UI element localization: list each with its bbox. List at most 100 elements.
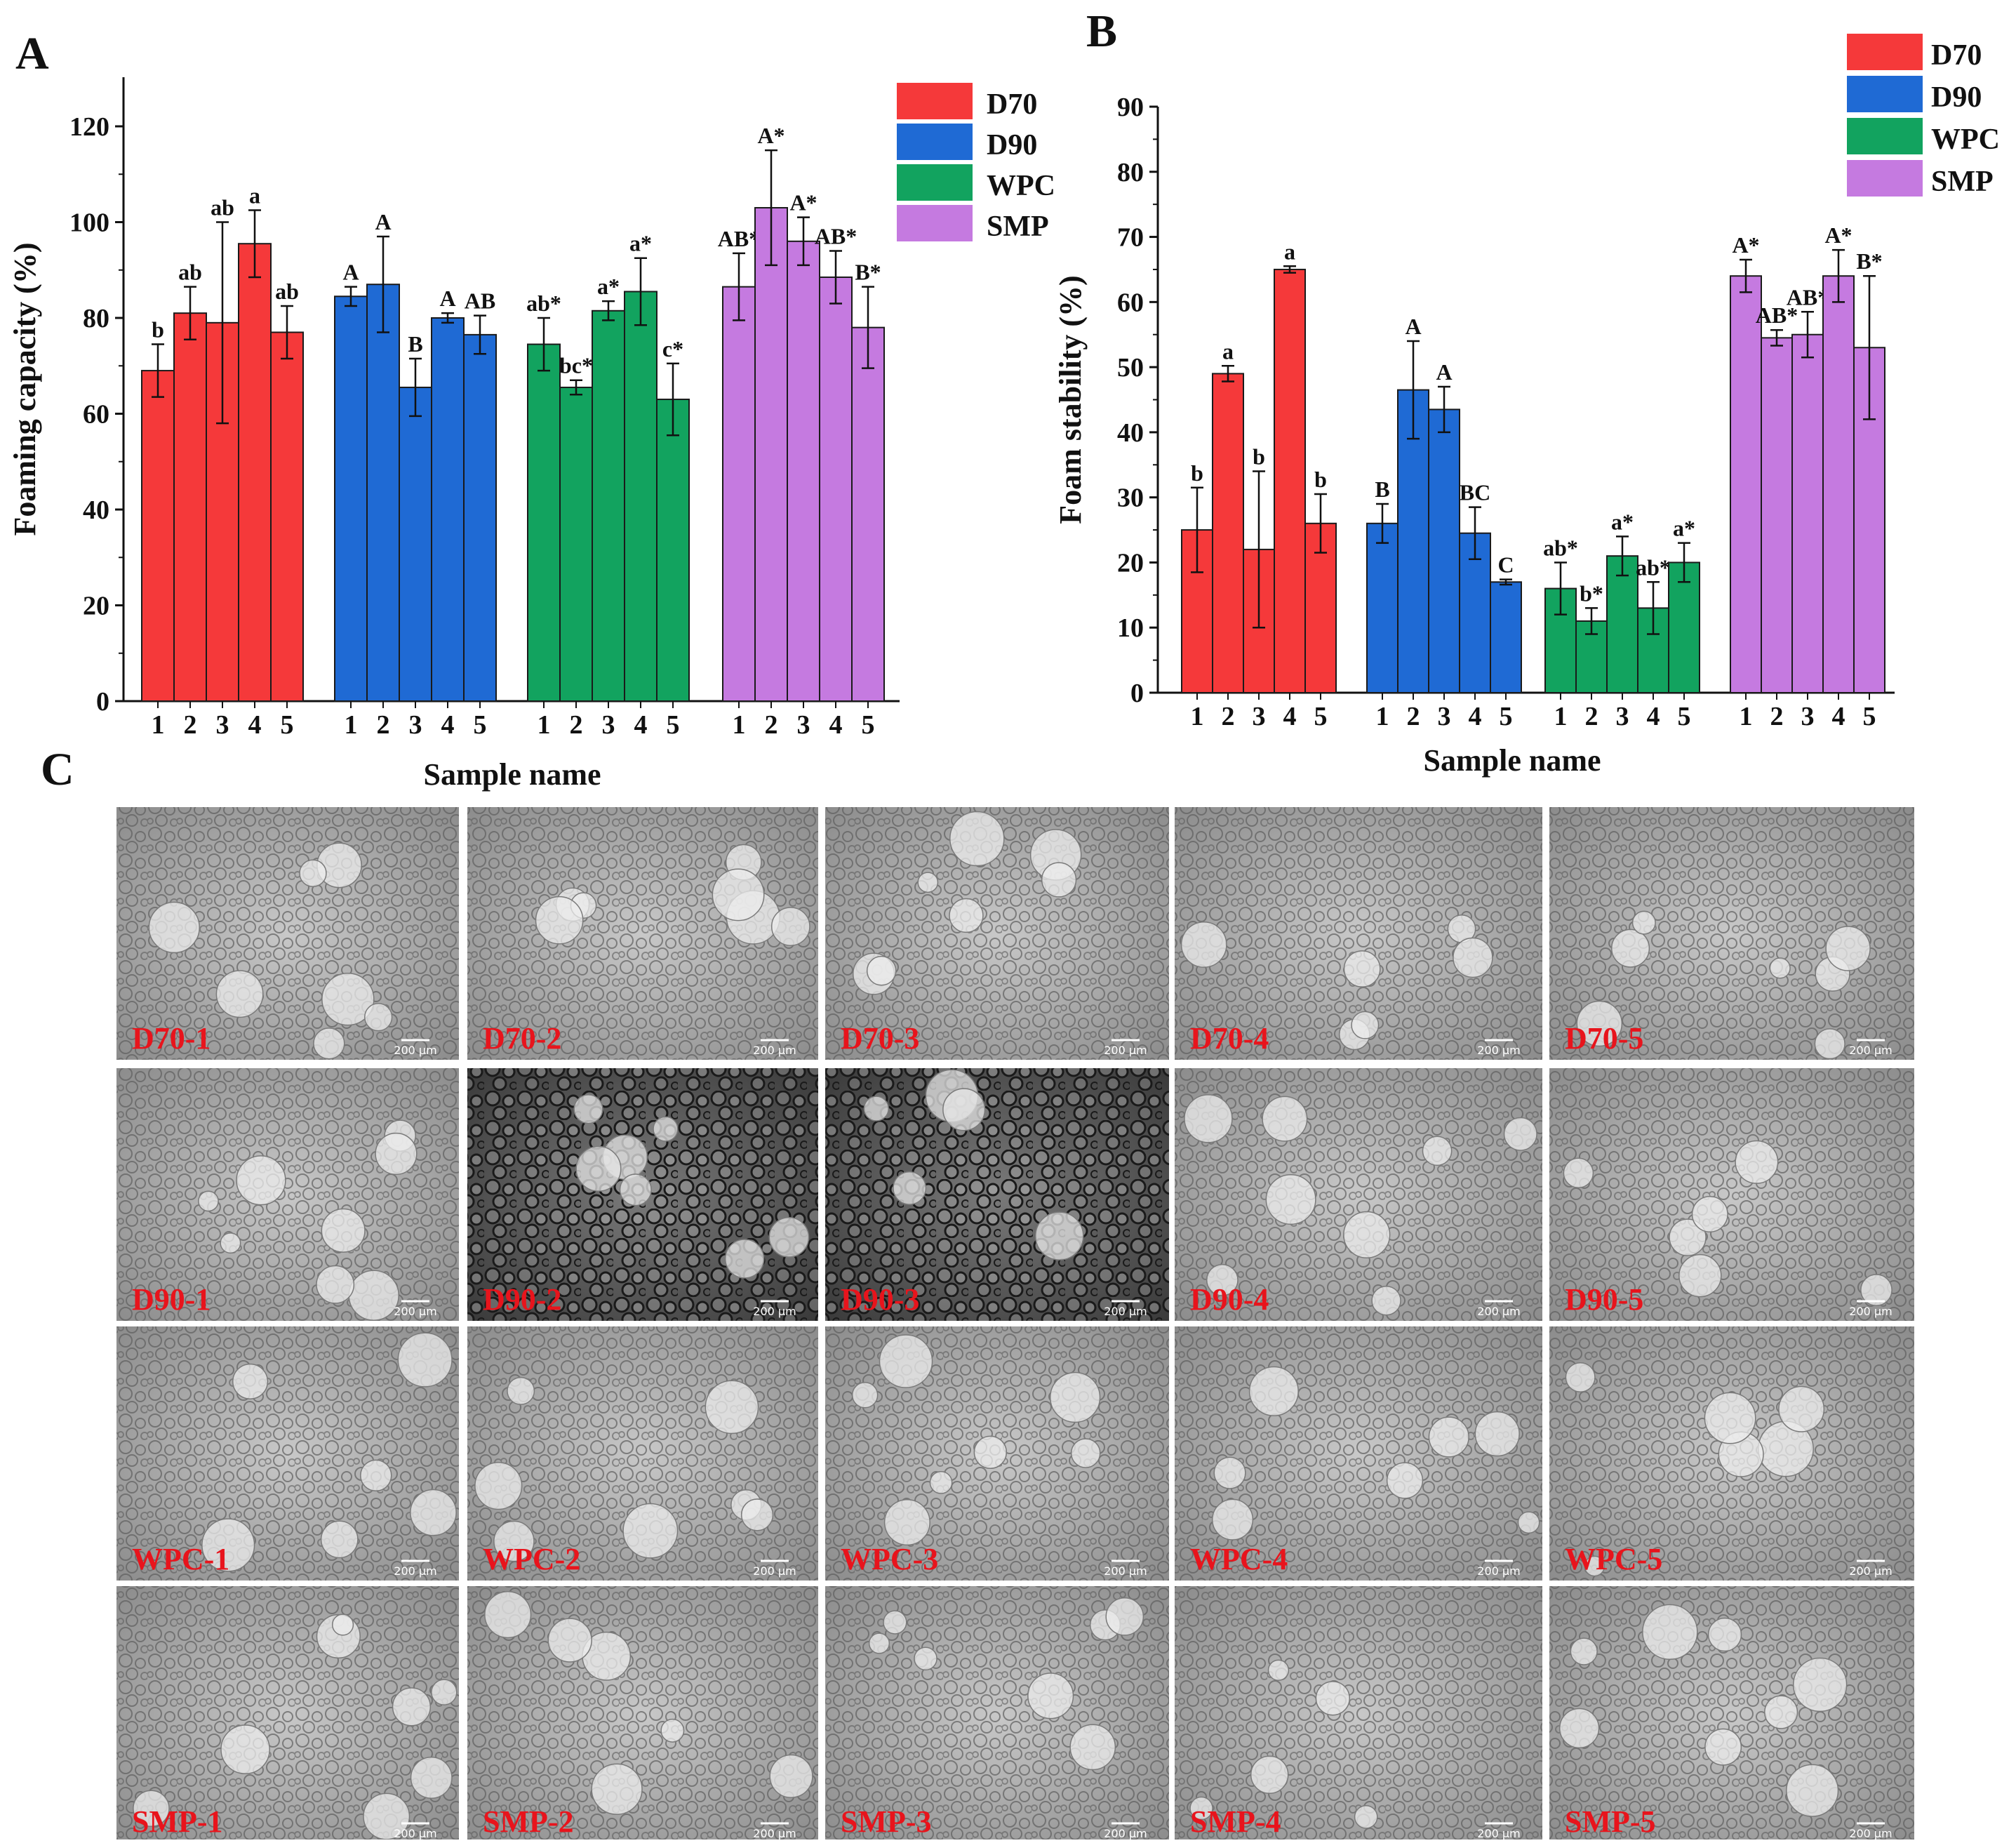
- micrograph-large-bubble: [1764, 1695, 1798, 1729]
- micrograph-large-bubble: [316, 1265, 355, 1304]
- chart-b-x-label: Sample name: [1424, 743, 1601, 778]
- chart-a-sig-label: B*: [855, 260, 881, 285]
- micrograph-large-bubble: [1211, 1498, 1254, 1541]
- micrograph-large-bubble: [1678, 1253, 1722, 1298]
- scale-bar-label: 200 μm: [753, 1305, 796, 1318]
- micrograph-large-bubble: [1669, 1218, 1707, 1256]
- chart-a-bar-d70-4: [238, 243, 272, 702]
- micrograph-bubbles: [1175, 1586, 1542, 1843]
- chart-a-sig-label: a*: [597, 274, 620, 299]
- micrograph-large-bubble: [1704, 1392, 1756, 1444]
- micrograph-large-bubble: [232, 1363, 269, 1399]
- scale-bar-label: 200 μm: [1477, 1305, 1520, 1318]
- micrograph-large-bubble: [866, 955, 897, 986]
- chart-b-bar-smp-1: [1730, 275, 1762, 693]
- micrograph-wpc-5: WPC-5 200 μm: [1549, 1326, 1914, 1581]
- chart-a-sig-label: B: [408, 331, 422, 357]
- micrograph-large-bubble: [851, 1382, 879, 1409]
- micrograph-large-bubble: [493, 1520, 535, 1562]
- micrograph-large-bubble: [1184, 1094, 1233, 1143]
- chart-a-sig-label: A: [375, 209, 391, 234]
- micrograph-large-bubble: [622, 1503, 679, 1559]
- micrograph-large-bubble: [1453, 937, 1493, 978]
- chart-a-xtick-label: 3: [797, 710, 810, 740]
- micrograph-large-bubble: [1070, 1438, 1101, 1468]
- chart-a-sig-label: a: [249, 182, 260, 208]
- micrograph-large-bubble: [1206, 1263, 1239, 1296]
- chart-a-xtick-label: 2: [570, 710, 583, 740]
- chart-b-bar-d70-2: [1212, 373, 1244, 694]
- chart-b-xtick-label: 5: [1863, 702, 1876, 731]
- micrograph-large-bubble: [917, 872, 939, 893]
- legend-a-swatch-d70: [897, 83, 973, 119]
- micrograph-large-bubble: [949, 811, 1005, 867]
- chart-b-sig-label: b: [1314, 467, 1327, 492]
- micrograph-large-bubble: [535, 896, 584, 945]
- micrograph-label: D90-5: [1565, 1282, 1643, 1317]
- chart-b-bar-smp-4: [1822, 275, 1855, 693]
- chart-b-sig-label: a: [1284, 239, 1295, 264]
- micrograph-bubbles: [1549, 1068, 1914, 1321]
- micrograph-large-bubble: [879, 1334, 933, 1388]
- micrograph-wpc-4: WPC-4 200 μm: [1175, 1326, 1542, 1581]
- scale-bar-label: 200 μm: [1849, 1305, 1892, 1318]
- chart-a-xtick-label: 1: [538, 710, 551, 740]
- micrograph-large-bubble: [660, 1718, 685, 1743]
- micrograph-large-bubble: [1570, 1637, 1598, 1665]
- micrograph-label: SMP-5: [1565, 1804, 1656, 1839]
- chart-a-sig-label: A: [439, 286, 455, 311]
- micrograph-d90-1: D90-1 200 μm: [116, 1068, 459, 1321]
- micrograph-large-bubble: [1778, 1385, 1825, 1432]
- chart-a-xtick-label: 3: [602, 710, 615, 740]
- chart-b-ytick-label: 50: [1117, 353, 1144, 382]
- micrograph-large-bubble: [1105, 1597, 1144, 1636]
- chart-b-sig-label: a: [1222, 338, 1234, 364]
- chart-b-xtick-label: 2: [1770, 702, 1784, 731]
- micrograph-large-bubble: [929, 1471, 953, 1494]
- chart-b-xtick-label: 2: [1222, 702, 1235, 731]
- scale-bar-label: 200 μm: [394, 1305, 436, 1318]
- micrograph-grid: D70-1 200 μm D70-2 200 μm D70-3 200 μm D70-4 20…: [116, 807, 1914, 1843]
- micrograph-large-bubble: [1343, 1211, 1391, 1259]
- legend-a: D70 D90 WPC SMP: [897, 83, 1055, 243]
- chart-b-ytick-label: 10: [1117, 613, 1144, 643]
- scale-bar-label: 200 μm: [1849, 1564, 1892, 1578]
- chart-b-xtick-label: 3: [1801, 702, 1815, 731]
- scale-bar-label: 200 μm: [1104, 1827, 1147, 1839]
- micrograph-large-bubble: [1558, 1708, 1600, 1749]
- micrograph-smp-3: SMP-3 200 μm: [825, 1586, 1169, 1843]
- micrograph-label: WPC-1: [132, 1542, 229, 1576]
- chart-b-ytick-label: 80: [1117, 158, 1144, 187]
- chart-a-sig-label: AB*: [718, 226, 760, 251]
- micrograph-label: D70-5: [1565, 1021, 1643, 1056]
- legend-b-label-d70: D70: [1931, 39, 1982, 72]
- micrograph-large-bubble: [1248, 1366, 1299, 1416]
- chart-a-bar-wpc-4: [624, 291, 657, 702]
- micrograph-large-bubble: [712, 868, 765, 922]
- micrograph-large-bubble: [313, 1027, 345, 1060]
- chart-b-sig-label: A: [1405, 314, 1421, 339]
- chart-a-xtick-label: 4: [829, 710, 843, 740]
- micrograph-large-bubble: [1049, 1371, 1101, 1423]
- chart-b-sig-label: A*: [1824, 222, 1852, 248]
- chart-a-xtick-label: 5: [667, 710, 680, 740]
- panel-letter-a: A: [15, 28, 49, 79]
- chart-a-y-label: Foaming capacity (%): [8, 243, 42, 536]
- chart-a-ytick-label: 40: [83, 495, 109, 525]
- legend-b-label-wpc: WPC: [1931, 124, 2000, 156]
- chart-a-bar-d70-1: [141, 370, 175, 702]
- chart-a-sig-label: AB*: [815, 223, 857, 248]
- chart-b-sig-label: ab*: [1636, 554, 1671, 580]
- micrograph-large-bubble: [198, 1190, 219, 1212]
- micrograph-smp-5: SMP-5 200 μm: [1549, 1586, 1914, 1843]
- chart-a-bar-smp-4: [819, 276, 853, 702]
- micrograph-large-bubble: [299, 859, 327, 888]
- micrograph-label: D90-2: [483, 1282, 561, 1317]
- micrograph-large-bubble: [148, 901, 200, 954]
- legend-a-label-d90: D90: [987, 129, 1037, 161]
- micrograph-large-bubble: [236, 1155, 286, 1206]
- panel-letter-b: B: [1086, 6, 1117, 57]
- chart-b-ytick-label: 0: [1130, 679, 1144, 708]
- legend-b-swatch-d70: [1847, 34, 1923, 70]
